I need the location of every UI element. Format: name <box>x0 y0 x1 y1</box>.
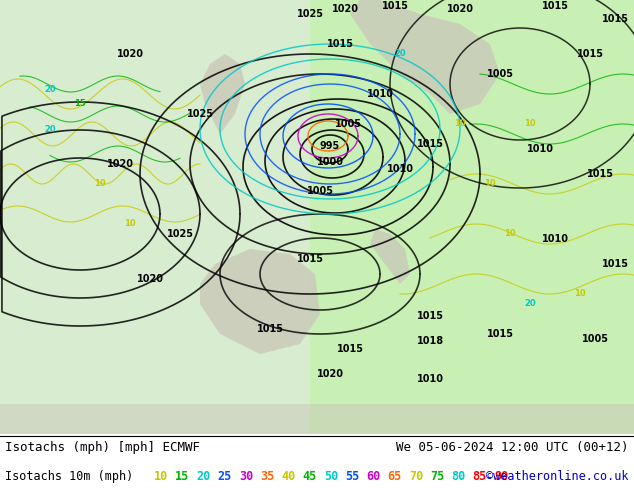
Text: 20: 20 <box>524 299 536 309</box>
Text: 1010: 1010 <box>526 144 553 154</box>
Text: 45: 45 <box>303 469 317 483</box>
Text: 1015: 1015 <box>327 39 354 49</box>
Text: 15: 15 <box>74 99 86 108</box>
Text: 1025: 1025 <box>297 9 323 19</box>
Text: 1010: 1010 <box>417 374 444 384</box>
Text: 75: 75 <box>430 469 444 483</box>
Text: 1010: 1010 <box>541 234 569 244</box>
Text: 90: 90 <box>494 469 508 483</box>
Text: 55: 55 <box>345 469 359 483</box>
Text: 1020: 1020 <box>107 159 134 169</box>
Bar <box>0 404 634 434</box>
Text: 1005: 1005 <box>306 186 333 196</box>
Text: 1015: 1015 <box>417 311 444 321</box>
Text: 10: 10 <box>454 120 466 128</box>
Text: 20: 20 <box>394 49 406 58</box>
Text: 10: 10 <box>124 220 136 228</box>
Text: 60: 60 <box>366 469 380 483</box>
Text: 1005: 1005 <box>486 69 514 79</box>
Text: 1000: 1000 <box>316 157 344 167</box>
Text: 1018: 1018 <box>417 336 444 346</box>
Text: 35: 35 <box>260 469 275 483</box>
Text: 1015: 1015 <box>576 49 604 59</box>
Text: 1015: 1015 <box>257 324 283 334</box>
Text: 995: 995 <box>320 141 340 151</box>
Text: 1015: 1015 <box>486 329 514 339</box>
Text: 50: 50 <box>324 469 338 483</box>
Text: 1015: 1015 <box>382 1 408 11</box>
Polygon shape <box>370 229 410 284</box>
Text: 10: 10 <box>574 290 586 298</box>
Text: 1020: 1020 <box>136 274 164 284</box>
Text: 20: 20 <box>44 124 56 133</box>
Text: 1020: 1020 <box>316 369 344 379</box>
Text: 10: 10 <box>504 229 516 239</box>
Text: 1015: 1015 <box>417 139 444 149</box>
Text: 40: 40 <box>281 469 295 483</box>
Text: 1025: 1025 <box>167 229 193 239</box>
Text: 80: 80 <box>451 469 465 483</box>
Text: 1005: 1005 <box>335 119 361 129</box>
Text: 1010: 1010 <box>387 164 413 174</box>
Text: 1010: 1010 <box>366 89 394 99</box>
Text: 70: 70 <box>409 469 423 483</box>
Text: 1020: 1020 <box>446 4 474 14</box>
Text: 1015: 1015 <box>602 14 628 24</box>
Text: 1015: 1015 <box>586 169 614 179</box>
Text: 1025: 1025 <box>186 109 214 119</box>
Text: 15: 15 <box>175 469 190 483</box>
Text: 1005: 1005 <box>581 334 609 344</box>
Text: 10: 10 <box>484 179 496 189</box>
Text: 1015: 1015 <box>541 1 569 11</box>
Text: 1015: 1015 <box>602 259 628 269</box>
Text: 25: 25 <box>218 469 232 483</box>
Text: 1015: 1015 <box>297 254 323 264</box>
Polygon shape <box>200 249 320 354</box>
Text: Isotachs 10m (mph): Isotachs 10m (mph) <box>5 469 133 483</box>
Text: Isotachs (mph) [mph] ECMWF: Isotachs (mph) [mph] ECMWF <box>5 441 200 454</box>
Text: 10: 10 <box>524 120 536 128</box>
Polygon shape <box>310 0 634 434</box>
Polygon shape <box>200 54 245 134</box>
Text: 1020: 1020 <box>117 49 143 59</box>
Text: 85: 85 <box>473 469 487 483</box>
Text: 10: 10 <box>94 179 106 189</box>
Polygon shape <box>350 0 500 114</box>
Text: 65: 65 <box>388 469 402 483</box>
Text: 1020: 1020 <box>332 4 358 14</box>
Text: 1015: 1015 <box>337 344 363 354</box>
Text: 20: 20 <box>44 84 56 94</box>
Text: 10: 10 <box>154 469 168 483</box>
Text: 20: 20 <box>197 469 210 483</box>
Text: We 05-06-2024 12:00 UTC (00+12): We 05-06-2024 12:00 UTC (00+12) <box>396 441 629 454</box>
Text: ©weatheronline.co.uk: ©weatheronline.co.uk <box>486 469 629 483</box>
Text: 30: 30 <box>239 469 253 483</box>
